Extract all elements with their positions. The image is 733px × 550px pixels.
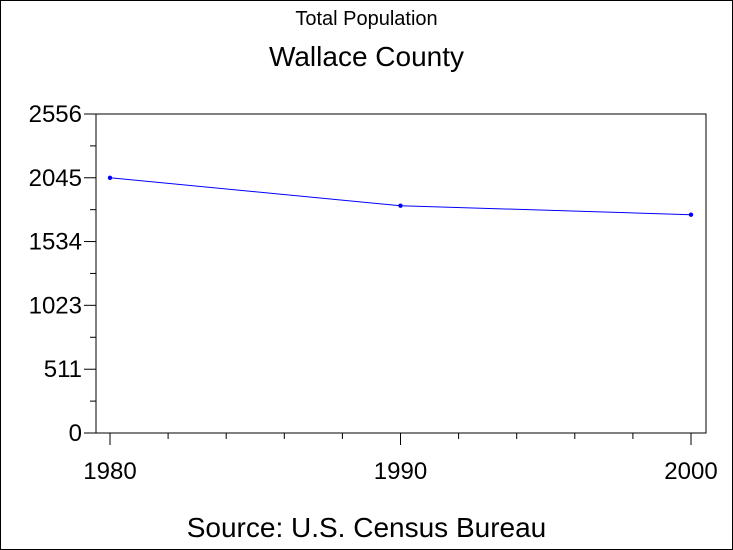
data-point bbox=[688, 212, 694, 217]
y-tick-label: 2556 bbox=[29, 101, 82, 128]
y-tick-label: 2045 bbox=[29, 165, 82, 192]
data-point bbox=[398, 203, 403, 208]
y-tick-label: 1534 bbox=[29, 229, 82, 256]
y-tick-label: 1023 bbox=[29, 292, 82, 319]
series-line bbox=[109, 177, 692, 216]
y-tick-label: 0 bbox=[69, 420, 82, 447]
y-axis: 0 511 1023 1534 2045 2556 bbox=[29, 101, 96, 447]
data-point bbox=[107, 175, 113, 180]
x-tick-label: 2000 bbox=[664, 458, 717, 485]
x-tick-label: 1980 bbox=[83, 458, 136, 485]
x-tick-label: 1990 bbox=[374, 458, 427, 485]
series-layer bbox=[107, 175, 694, 217]
x-axis: 1980 1990 2000 bbox=[83, 433, 718, 485]
y-tick-label: 511 bbox=[44, 356, 82, 383]
plot-area bbox=[95, 113, 707, 434]
chart-subtitle: Wallace County bbox=[268, 41, 465, 72]
chart-source: Source: U.S. Census Bureau bbox=[186, 512, 547, 543]
chart-title: Total Population bbox=[295, 8, 438, 30]
